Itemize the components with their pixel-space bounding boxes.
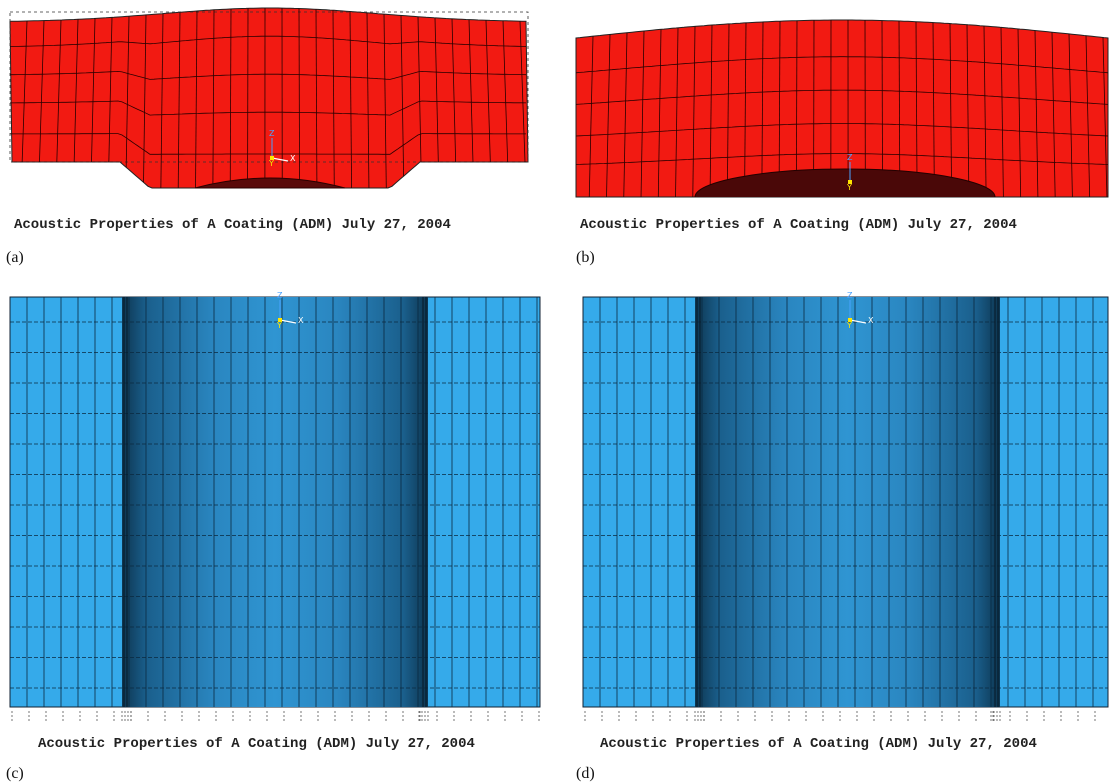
caption: Acoustic Properties of A Coating (ADM) J…: [38, 736, 475, 752]
panel-label: (d): [576, 765, 595, 782]
triad-label: Z: [269, 129, 275, 138]
triad-label: Z: [277, 291, 283, 300]
mesh-plan: [583, 297, 1108, 723]
caption: Acoustic Properties of A Coating (ADM) J…: [14, 217, 451, 233]
triad-label: Z: [847, 291, 853, 300]
triad-label: Z: [847, 153, 853, 162]
triad-label: Y: [268, 159, 274, 168]
panel-label: (b): [576, 249, 595, 266]
mesh-band: [122, 297, 428, 707]
triad-label: X: [868, 316, 874, 325]
triad-label: Y: [276, 321, 282, 330]
page-body: Z Y X Acoustic Properties of A Coating (ADM…: [0, 0, 1113, 784]
mesh-b: [576, 20, 1108, 225]
mesh-band: [695, 297, 1000, 707]
panel-label: (c): [6, 765, 24, 782]
panel-label: (a): [6, 249, 24, 266]
triad-label: Y: [846, 321, 852, 330]
figure: Z Y X Acoustic Properties of A Coating (ADM…: [0, 0, 1113, 784]
caption: Acoustic Properties of A Coating (ADM) J…: [580, 217, 1017, 233]
triad-label: X: [298, 316, 304, 325]
triad-label: Y: [846, 183, 852, 192]
page: {"panels": [ {"label": "(a)", "caption":…: [0, 0, 1113, 784]
mesh-plan: [10, 297, 540, 723]
triad-label: X: [290, 154, 296, 163]
caption: Acoustic Properties of A Coating (ADM) J…: [600, 736, 1037, 752]
